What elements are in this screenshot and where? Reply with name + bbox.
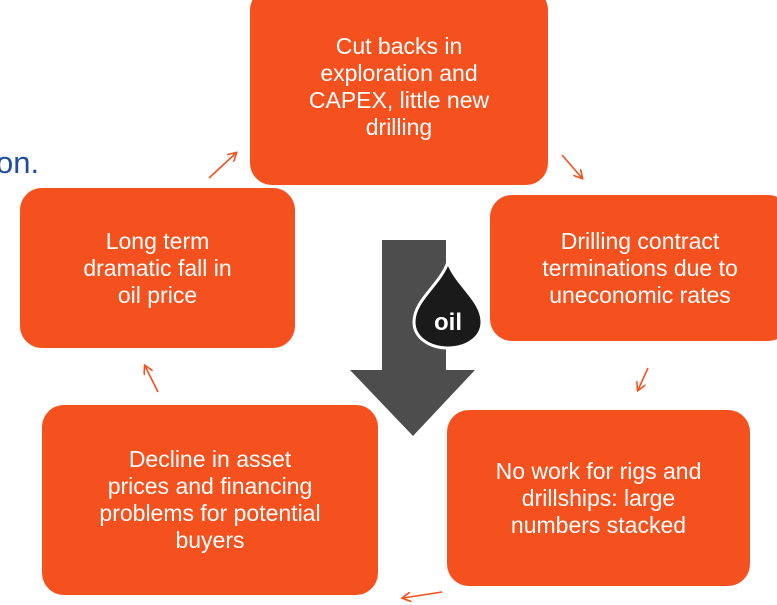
- node-line: oil price: [117, 281, 198, 308]
- node-line: drillships: large: [521, 484, 676, 511]
- arrow: [145, 366, 159, 393]
- node-line: Drilling contract: [560, 227, 720, 254]
- node-line: dramatic fall in: [83, 254, 232, 281]
- arrow: [561, 154, 582, 178]
- node-line: terminations due to: [542, 254, 738, 281]
- arrow: [208, 153, 236, 179]
- node-line: No work for rigs and: [495, 457, 702, 484]
- icon-label: oil: [434, 309, 462, 336]
- node: Cut backs in exploration and CAPEX, little…: [250, 0, 548, 185]
- node-line: buyers: [175, 527, 245, 553]
- node-line: exploration and: [320, 59, 478, 86]
- node: Decline in asset prices and financing prob…: [42, 405, 378, 595]
- node-line: Cut backs in: [335, 32, 463, 59]
- node-line: Long term: [105, 227, 210, 254]
- node-line: Decline in asset: [128, 446, 292, 472]
- node-line: prices and financing: [107, 473, 313, 499]
- node: Long term dramatic fall in oil price: [20, 188, 295, 348]
- node: No work for rigs and drillships: large num…: [447, 410, 750, 586]
- cycle-arrows: [145, 153, 649, 598]
- arrow: [403, 591, 443, 598]
- node-line: uneconomic rates: [549, 281, 731, 308]
- node-line: drilling: [365, 113, 433, 140]
- fragment-text: on.: [0, 145, 40, 180]
- node-line: problems for potential: [99, 500, 321, 526]
- node-line: numbers stacked: [510, 511, 687, 538]
- arrow: [638, 367, 649, 390]
- node-line: CAPEX, little new: [308, 86, 490, 113]
- oil-drop: [412, 257, 484, 350]
- node: Drilling contract terminations due to unec…: [490, 195, 777, 341]
